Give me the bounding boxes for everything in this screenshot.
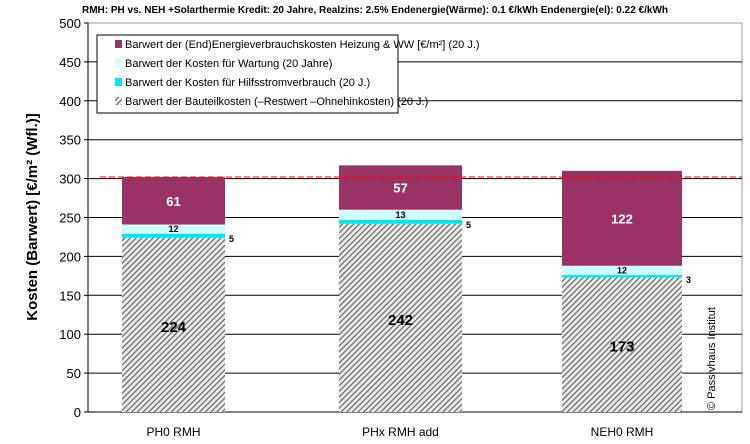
legend-swatch [115,40,122,48]
legend-box [96,34,399,114]
y-tick-label: 500 [59,16,81,31]
legend-swatch [115,97,122,105]
y-tick-label: 0 [74,405,81,420]
y-tick-label: 450 [59,55,81,70]
bar-segment [562,265,682,276]
data-label: 57 [393,181,407,196]
bar-segment [562,277,682,412]
bar-segment [339,219,462,224]
data-label: 242 [388,312,413,329]
y-tick-label: 350 [59,133,81,148]
y-tick-label: 400 [59,94,81,109]
legend-entry: Barwert der Kosten für Hilfsstromverbrau… [125,77,370,89]
bar-segment [562,275,682,278]
y-tick-label: 50 [67,366,81,381]
y-tick-label: 250 [59,211,81,226]
data-label: 122 [611,211,633,226]
legend-entry: Barwert der Bauteilkosten (–Restwert –Oh… [125,96,428,108]
y-tick-label: 100 [59,327,81,342]
legend-entry: Barwert der (End)Energieverbrauchskosten… [125,39,480,51]
legend-entry: Barwert der Kosten für Wartung (20 Jahre… [125,58,332,70]
legend-swatch [115,59,122,67]
bar-segment [339,223,462,412]
bar-segment [122,233,225,238]
data-label: 3 [686,275,691,285]
legend: Barwert der (End)Energieverbrauchskosten… [96,34,480,114]
data-label: 5 [229,234,234,244]
legend-swatch [115,78,122,86]
x-tick-label: PHx RMH add [362,425,439,439]
y-tick-label: 300 [59,172,81,187]
x-tick-label: NEH0 RMH [591,425,654,439]
data-label: 5 [466,220,471,230]
bar-segment [339,209,462,220]
bar-segment [122,224,225,234]
bar-segment [562,170,682,266]
data-label: 61 [166,194,180,209]
bar-segment [122,177,225,225]
chart-title: RMH: PH vs. NEH +Solarthermie Kredit: 20… [82,5,668,16]
data-label: 224 [161,319,187,336]
y-axis-label: Kosten (Barwert) [€/m² (Wfl.)] [24,113,41,321]
data-label: 12 [617,265,627,275]
bar-segment [339,165,462,210]
copyright-annotation: © Passivhaus Institut [706,307,718,410]
data-label: 12 [168,224,178,234]
data-label: 13 [395,210,405,220]
x-tick-label: PH0 RMH [146,425,200,439]
bar-segment [122,237,225,412]
data-label: 173 [609,339,634,356]
y-tick-label: 200 [59,249,81,264]
y-tick-label: 150 [59,288,81,303]
